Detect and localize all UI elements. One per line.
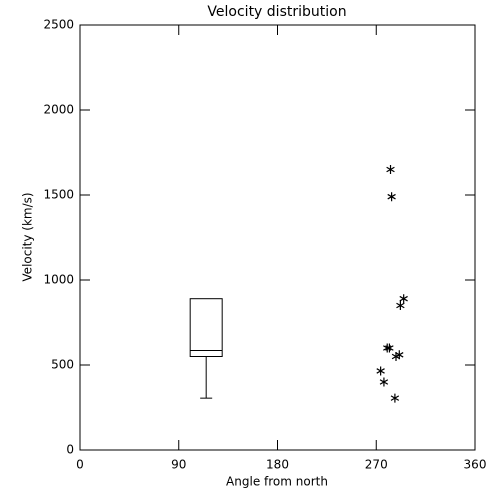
x-axis-label: Angle from north	[226, 475, 328, 489]
x-tick-label: 0	[76, 458, 84, 472]
asterisk-marker	[390, 393, 400, 403]
y-tick-label: 1500	[43, 188, 74, 202]
box	[189, 298, 223, 358]
chart-title: Velocity distribution	[207, 4, 346, 20]
asterisk-marker	[387, 192, 396, 202]
plot-frame	[79, 24, 476, 451]
asterisk-marker	[376, 366, 385, 376]
asterisk-marker	[379, 377, 389, 387]
asterisk-marker	[386, 165, 395, 174]
x-tick-label: 180	[266, 458, 289, 472]
x-tick-label: 270	[365, 458, 388, 472]
asterisk-marker	[396, 301, 405, 310]
y-tick-label: 1000	[43, 273, 74, 287]
y-tick-label: 2000	[43, 103, 74, 117]
asterisk-marker	[399, 294, 408, 304]
y-axis-label: Velocity (km/s)	[21, 192, 35, 281]
y-tick-label: 0	[66, 443, 74, 457]
x-tick-label: 90	[171, 458, 186, 472]
asterisk-marker	[385, 343, 394, 353]
asterisk-marker	[391, 352, 401, 361]
y-tick-label: 500	[51, 358, 74, 372]
x-tick-label: 360	[464, 458, 487, 472]
y-tick-label: 2500	[43, 18, 74, 32]
